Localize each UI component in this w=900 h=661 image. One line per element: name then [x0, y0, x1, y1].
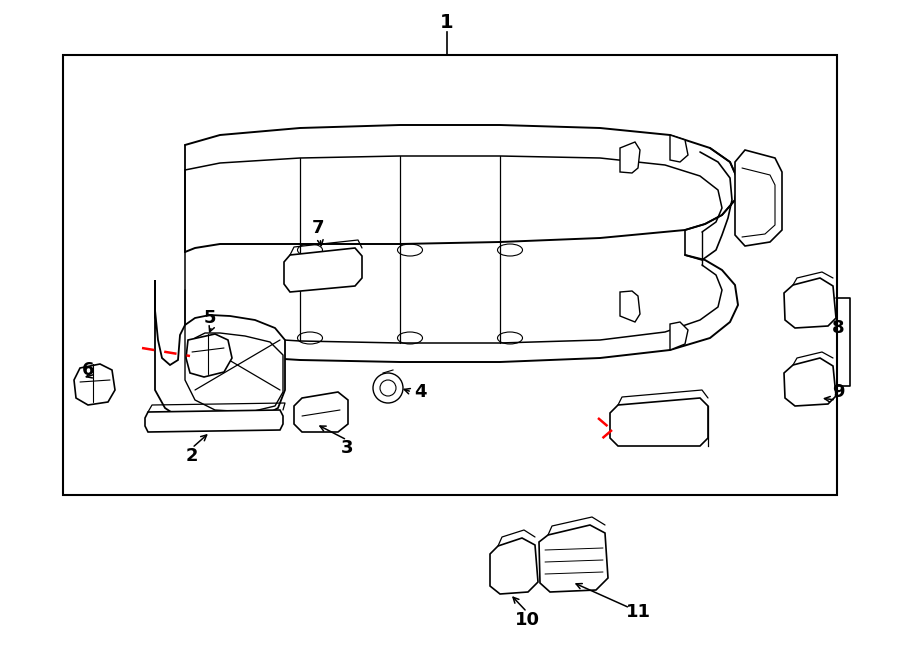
- Text: 6: 6: [82, 361, 94, 379]
- Polygon shape: [784, 278, 836, 328]
- Bar: [63, 55, 837, 495]
- Polygon shape: [490, 538, 538, 594]
- Text: 10: 10: [515, 611, 539, 629]
- Text: 1: 1: [440, 13, 454, 32]
- Polygon shape: [670, 135, 688, 162]
- Text: 4: 4: [414, 383, 427, 401]
- Text: 7: 7: [311, 219, 324, 237]
- Text: 9: 9: [832, 383, 844, 401]
- Polygon shape: [610, 398, 708, 446]
- Polygon shape: [284, 248, 362, 292]
- Text: 8: 8: [832, 319, 844, 337]
- Text: 11: 11: [626, 603, 651, 621]
- Polygon shape: [74, 364, 115, 405]
- Polygon shape: [784, 358, 836, 406]
- Text: 5: 5: [203, 309, 216, 327]
- Polygon shape: [539, 525, 608, 592]
- Polygon shape: [670, 322, 688, 350]
- Polygon shape: [186, 334, 232, 377]
- Polygon shape: [620, 142, 640, 173]
- Polygon shape: [145, 410, 283, 432]
- Text: 2: 2: [185, 447, 198, 465]
- Text: 3: 3: [341, 439, 353, 457]
- Polygon shape: [620, 291, 640, 322]
- Polygon shape: [294, 392, 348, 432]
- Polygon shape: [155, 280, 285, 420]
- Polygon shape: [735, 150, 782, 246]
